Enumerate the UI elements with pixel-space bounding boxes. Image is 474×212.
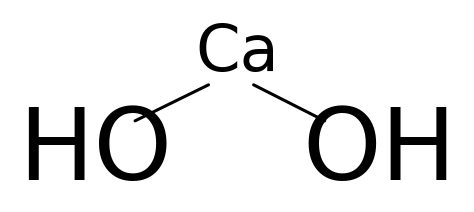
Text: Ca: Ca xyxy=(195,22,279,84)
Text: OH: OH xyxy=(302,104,456,201)
Text: HO: HO xyxy=(18,104,172,201)
